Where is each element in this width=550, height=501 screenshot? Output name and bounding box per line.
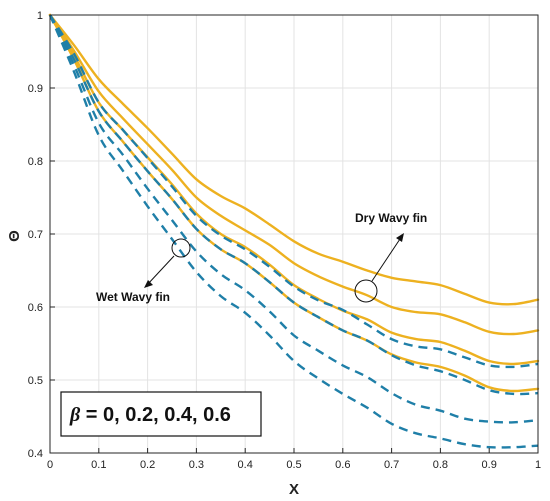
y-tick-label: 0.8: [28, 156, 43, 168]
y-tick-label: 0.7: [28, 229, 43, 241]
wet-annotation-circle: [171, 238, 191, 258]
series-line-wet-7: [48, 14, 539, 449]
wet-annotation: Wet Wavy fin: [96, 238, 191, 304]
y-tick-label: 0.5: [28, 375, 43, 387]
x-tick-label: 0.6: [335, 459, 350, 471]
x-tick-label: 0.2: [140, 459, 155, 471]
parameter-box-text: β = 0, 0.2, 0.4, 0.6: [69, 404, 231, 426]
series-line-dry-1: [48, 13, 540, 336]
x-axis-label: X: [289, 481, 299, 498]
dry-annotation-arrow: [371, 235, 403, 282]
wet-arrow-head: [144, 280, 153, 288]
series-line-wet-5: [48, 14, 539, 396]
x-tick-label: 0.4: [238, 459, 253, 471]
series-line-dry-2: [48, 13, 540, 366]
x-tick-label: 0.1: [91, 459, 106, 471]
x-tick-label: 0.7: [384, 459, 399, 471]
y-tick-label: 1: [37, 10, 43, 22]
x-tick-label: 0.5: [286, 459, 301, 471]
x-tick-label: 0: [47, 459, 53, 471]
series-line-dry-0: [48, 13, 540, 306]
x-tick-label: 0.3: [189, 459, 204, 471]
dry-annotation-circle: [354, 279, 378, 303]
series-line-wet-6: [48, 14, 539, 424]
dry-arrow-head: [396, 233, 404, 242]
wet-annotation-arrow: [146, 255, 175, 286]
dry-annotation-label: Dry Wavy fin: [355, 211, 427, 225]
x-tick-label: 1: [535, 459, 541, 471]
y-tick-label: 0.9: [28, 83, 43, 95]
beta-symbol: β: [69, 404, 81, 426]
x-tick-label: 0.8: [433, 459, 448, 471]
ticks: 0 0.1 0.2 0.3 0.4 0.5 0.6 0.7 0.8 0.9 1 0.4 0.5 0.6 0.…: [28, 10, 541, 471]
parameter-box-frame: [60, 391, 262, 437]
y-tick-label: 0.4: [28, 448, 43, 460]
y-axis-label: Θ: [6, 230, 23, 242]
dry-annotation: Dry Wavy fin: [354, 211, 427, 303]
parameter-box: β = 0, 0.2, 0.4, 0.6: [60, 391, 262, 437]
y-tick-label: 0.6: [28, 302, 43, 314]
wet-annotation-label: Wet Wavy fin: [96, 290, 170, 304]
series-layer: [48, 13, 540, 449]
beta-values: = 0, 0.2, 0.4, 0.6: [80, 404, 231, 426]
x-tick-label: 0.9: [482, 459, 497, 471]
